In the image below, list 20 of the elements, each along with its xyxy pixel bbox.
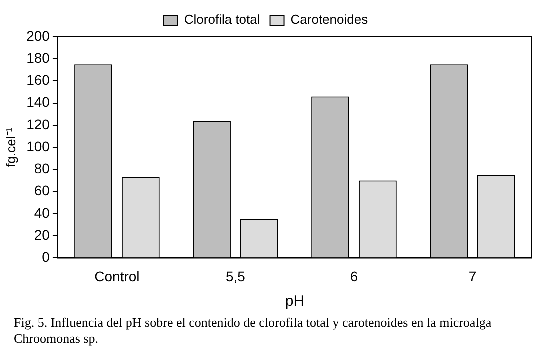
y-tick-label: 200 bbox=[26, 28, 50, 44]
y-tick-label: 160 bbox=[26, 72, 50, 88]
x-tick-label: Control bbox=[94, 268, 140, 284]
legend-label: Carotenoides bbox=[290, 12, 369, 28]
x-tick-label: 7 bbox=[468, 268, 477, 284]
y-tick-label: 180 bbox=[26, 50, 50, 66]
y-tick-label: 140 bbox=[26, 94, 50, 110]
x-tick-label: 6 bbox=[350, 268, 358, 284]
y-tick-label: 120 bbox=[26, 116, 50, 132]
caption: Fig. 5. Influencia del pH sobre el contenido de clorofila total y carotenoides en la microalga Chroomonas sp. bbox=[13, 315, 493, 347]
y-tick-label: 100 bbox=[26, 138, 50, 154]
y-tick-label: 80 bbox=[34, 160, 50, 177]
y-tick-label: 20 bbox=[34, 226, 50, 243]
y-tick-label: 40 bbox=[34, 204, 50, 221]
x-axis-title: pH bbox=[285, 293, 305, 310]
x-tick-label: 5,5 bbox=[226, 268, 246, 284]
y-tick-label: 0 bbox=[42, 249, 50, 266]
legend-label: Clorofila total bbox=[184, 12, 260, 28]
y-axis-title: fg.cel⁻¹ bbox=[3, 127, 18, 168]
y-tick-label: 60 bbox=[34, 182, 50, 199]
